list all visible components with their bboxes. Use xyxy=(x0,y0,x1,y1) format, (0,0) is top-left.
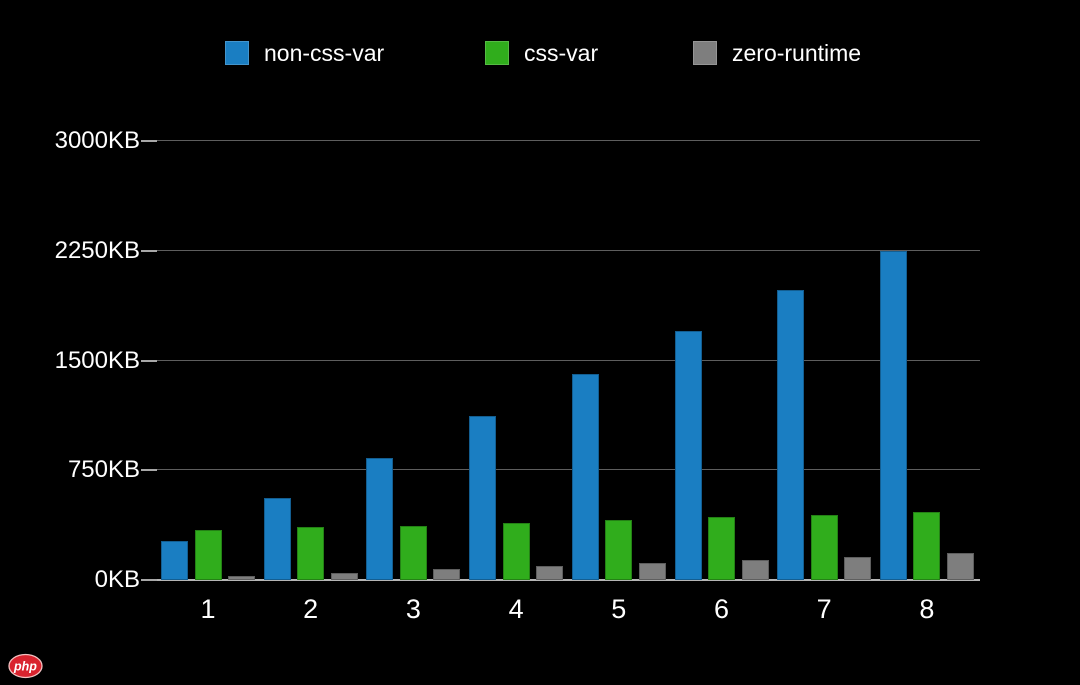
legend-item-css-var: css-var xyxy=(485,40,598,66)
bar-zero-runtime-5 xyxy=(638,563,666,580)
y-tick-750kb xyxy=(141,469,157,472)
legend-label-non-css-var: non-css-var xyxy=(264,40,385,66)
y-tick-0kb xyxy=(141,579,157,581)
legend-label-css-var: css-var xyxy=(524,40,599,66)
bar-group-2 xyxy=(263,141,358,580)
bar-css-var-5 xyxy=(605,520,633,580)
x-axis-label-2: 2 xyxy=(303,594,319,624)
bar-non-css-var-7 xyxy=(777,290,805,580)
legend-label-zero-runtime: zero-runtime xyxy=(732,40,862,66)
y-tick-3000kb xyxy=(141,140,157,142)
gridline-2250kb xyxy=(157,249,980,251)
bar-css-var-3 xyxy=(399,525,427,580)
x-axis-label-5: 5 xyxy=(611,594,627,624)
legend-item-zero-runtime: zero-runtime xyxy=(693,40,861,66)
bar-group-3 xyxy=(366,141,461,580)
bar-css-var-7 xyxy=(810,514,838,580)
bar-non-css-var-6 xyxy=(674,331,702,580)
gridline-0kb xyxy=(157,579,980,581)
gridline-1500kb xyxy=(157,359,980,361)
bar-zero-runtime-2 xyxy=(330,572,358,580)
bar-group-7 xyxy=(777,141,872,580)
bar-group-5 xyxy=(571,141,666,580)
bar-css-var-2 xyxy=(297,527,325,580)
bar-zero-runtime-4 xyxy=(536,566,564,580)
php-watermark-logo: php xyxy=(5,652,47,685)
x-axis-label-4: 4 xyxy=(508,594,524,624)
x-axis-label-6: 6 xyxy=(713,594,730,624)
bar-css-var-8 xyxy=(913,511,941,580)
bar-css-var-1 xyxy=(194,530,222,580)
gridline-750kb xyxy=(157,469,980,471)
bar-zero-runtime-1 xyxy=(228,575,255,580)
x-axis-label-8: 8 xyxy=(919,594,935,624)
bar-zero-runtime-8 xyxy=(946,552,974,580)
x-axis-label-1: 1 xyxy=(200,594,216,624)
bar-zero-runtime-6 xyxy=(741,559,769,580)
bar-group-4 xyxy=(469,141,564,580)
x-axis-label-3: 3 xyxy=(405,594,421,624)
legend-swatch-css-var xyxy=(485,41,509,65)
bar-non-css-var-1 xyxy=(161,540,188,580)
bar-zero-runtime-7 xyxy=(844,557,872,580)
bar-non-css-var-3 xyxy=(366,457,394,580)
bar-non-css-var-4 xyxy=(469,416,497,580)
y-axis-label-3000kb: 3000KB xyxy=(54,127,140,154)
y-axis-label-750kb: 750KB xyxy=(67,456,140,484)
bar-non-css-var-5 xyxy=(571,373,599,580)
bar-non-css-var-8 xyxy=(879,250,907,580)
legend-item-non-css-var: non-css-var xyxy=(225,40,384,66)
svg-text:php: php xyxy=(13,660,37,674)
bar-zero-runtime-3 xyxy=(433,569,461,580)
legend-swatch-non-css-var xyxy=(225,41,249,65)
y-tick-2250kb xyxy=(141,249,157,252)
y-axis-label-2250kb: 2250KB xyxy=(54,236,140,264)
y-axis-label-1500kb: 1500KB xyxy=(54,346,140,374)
bar-group-1 xyxy=(161,141,255,580)
bar-group-8 xyxy=(879,141,974,580)
x-axis-label-7: 7 xyxy=(816,594,832,624)
y-axis: 3000KB 2250KB 1500KB 750KB 0KB xyxy=(0,127,140,593)
bar-group-6 xyxy=(674,141,769,580)
legend-swatch-zero-runtime xyxy=(693,41,717,65)
y-axis-label-0kb: 0KB xyxy=(94,566,140,593)
bar-css-var-4 xyxy=(502,522,530,580)
gridline-3000kb xyxy=(157,140,980,141)
y-tick-1500kb xyxy=(141,359,157,362)
plot-area xyxy=(141,140,980,581)
bar-non-css-var-2 xyxy=(263,498,291,580)
php-logo-icon: php xyxy=(8,653,43,679)
bar-css-var-6 xyxy=(708,517,735,580)
